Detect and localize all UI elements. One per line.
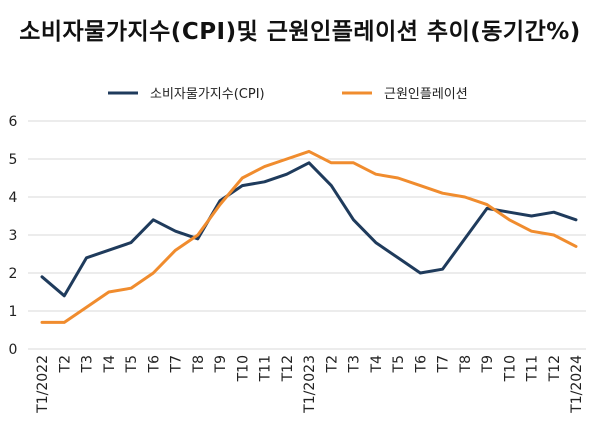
y-tick-label: 5 bbox=[9, 152, 18, 168]
y-tick-label: 2 bbox=[9, 266, 18, 282]
x-tick-label: T1/2023 bbox=[302, 355, 318, 414]
gridlines bbox=[28, 120, 586, 350]
x-tick-label: T4 bbox=[102, 355, 118, 374]
x-tick-label: T2 bbox=[57, 355, 73, 373]
x-tick-label: T10 bbox=[502, 355, 518, 382]
x-tick-label: T8 bbox=[191, 355, 207, 373]
x-tick-label: T4 bbox=[369, 355, 385, 374]
x-tick-label: T9 bbox=[480, 355, 496, 373]
y-tick-label: 3 bbox=[9, 228, 18, 244]
x-tick-label: T7 bbox=[169, 355, 185, 373]
chart-title: 소비자물가지수(CPI)및 근원인플레이션 추이(동기간%) bbox=[19, 19, 581, 45]
x-tick-label: T7 bbox=[436, 355, 452, 373]
x-tick-label: T9 bbox=[213, 355, 229, 373]
x-tick-label: T3 bbox=[80, 355, 96, 373]
x-tick-label: T6 bbox=[146, 355, 162, 374]
x-tick-label: T5 bbox=[124, 355, 140, 373]
x-tick-label: T3 bbox=[347, 355, 363, 373]
legend-label-1: 근원인플레이션 bbox=[384, 87, 468, 102]
x-tick-label: T11 bbox=[525, 355, 541, 382]
x-tick-label: T12 bbox=[547, 355, 563, 382]
x-tick-label: T2 bbox=[324, 355, 340, 373]
x-tick-label: T8 bbox=[458, 355, 474, 373]
legend-label-0: 소비자물가지수(CPI) bbox=[150, 87, 265, 102]
x-tick-label: T1/2022 bbox=[35, 355, 51, 414]
x-tick-label: T1/2024 bbox=[569, 355, 585, 414]
y-tick-label: 4 bbox=[9, 190, 18, 206]
x-tick-label: T11 bbox=[258, 355, 274, 382]
x-tick-label: T12 bbox=[280, 355, 296, 382]
x-tick-label: T5 bbox=[391, 355, 407, 373]
series-line-0 bbox=[40, 161, 578, 298]
series-line-1 bbox=[40, 149, 578, 324]
x-axis-ticks: T1/2022 T2 T3 T4 T5 T6 T7 T8 T9 T10 T11 T12 T1/2023 T… bbox=[35, 355, 585, 414]
legend: 소비자물가지수(CPI) 근원인플레이션 bbox=[108, 87, 468, 102]
series-lines bbox=[40, 149, 578, 324]
y-tick-label: 6 bbox=[9, 114, 18, 130]
x-tick-label: T6 bbox=[413, 355, 429, 374]
y-tick-label: 1 bbox=[9, 304, 18, 320]
x-tick-label: T10 bbox=[235, 355, 251, 382]
y-tick-label: 0 bbox=[9, 342, 18, 358]
y-axis-ticks: 0 1 2 3 4 5 6 bbox=[9, 114, 18, 358]
